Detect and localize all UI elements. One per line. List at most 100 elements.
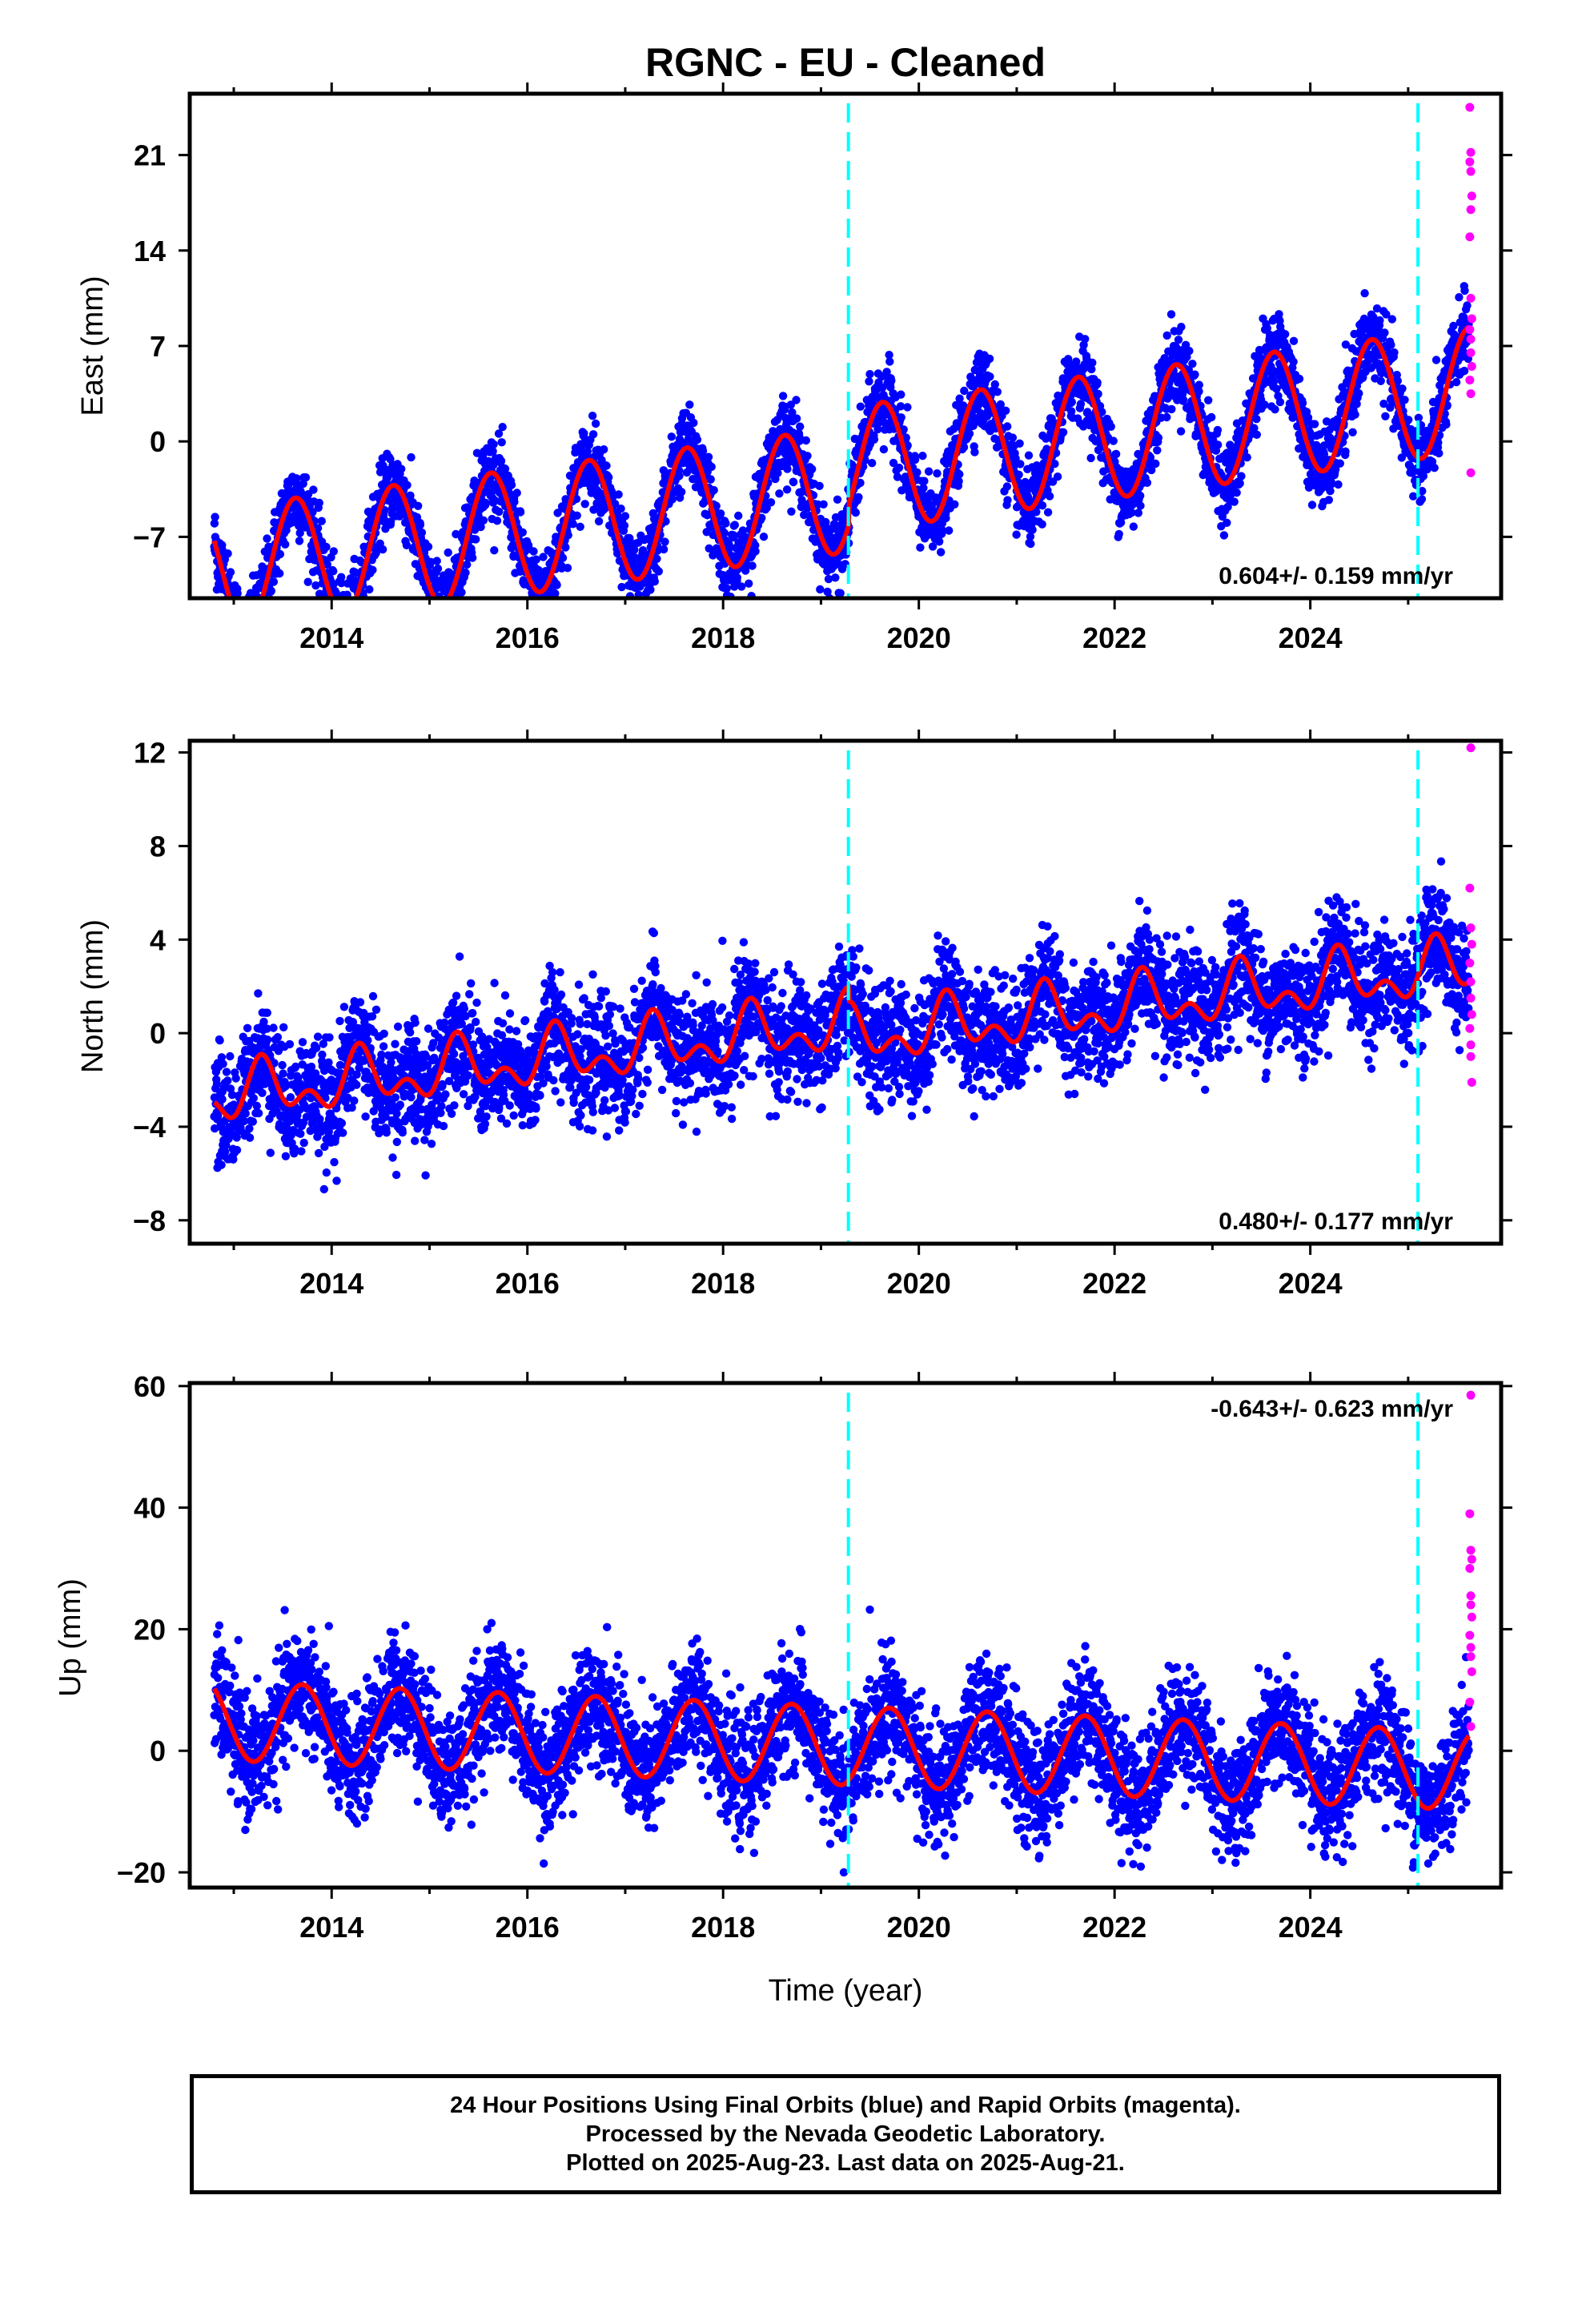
data-point xyxy=(775,489,784,498)
data-point xyxy=(432,605,440,613)
rapid-orbit-point xyxy=(1465,325,1475,335)
data-point xyxy=(436,614,444,622)
data-point xyxy=(354,609,362,617)
data-point xyxy=(433,564,443,573)
data-point xyxy=(333,612,341,620)
data-point xyxy=(235,649,243,657)
data-point xyxy=(1404,416,1413,424)
data-point xyxy=(334,607,342,615)
data-point xyxy=(1067,407,1076,416)
data-point xyxy=(856,478,865,488)
rapid-orbit-point xyxy=(1467,191,1476,201)
data-point xyxy=(990,380,1000,389)
data-point xyxy=(461,568,470,577)
data-point xyxy=(255,624,263,632)
data-point xyxy=(646,585,655,594)
data-point xyxy=(1026,539,1035,549)
data-point xyxy=(247,637,255,645)
data-point xyxy=(897,390,905,399)
data-point xyxy=(269,1023,278,1032)
data-point xyxy=(416,521,425,529)
data-point xyxy=(602,461,611,470)
data-point xyxy=(614,490,623,499)
data-point xyxy=(854,493,863,502)
data-point xyxy=(217,1053,227,1062)
data-point xyxy=(530,610,538,618)
data-point xyxy=(640,599,648,607)
data-point xyxy=(1094,389,1102,399)
data-point xyxy=(238,630,246,638)
data-point xyxy=(659,545,669,554)
data-point xyxy=(661,517,670,526)
data-point xyxy=(320,600,328,608)
data-point xyxy=(347,610,355,618)
data-point xyxy=(448,606,456,614)
data-point xyxy=(1382,310,1391,319)
data-point xyxy=(414,501,423,510)
data-point xyxy=(233,648,241,656)
data-point xyxy=(698,447,708,456)
data-point xyxy=(568,520,577,529)
y-tick-label: −7 xyxy=(133,521,166,553)
data-point xyxy=(452,529,460,539)
east-y-axis-label: East (mm) xyxy=(76,275,110,416)
data-point xyxy=(232,624,240,632)
data-point xyxy=(885,357,894,366)
data-point xyxy=(576,522,584,531)
data-point xyxy=(436,602,444,610)
data-point xyxy=(365,585,374,594)
rapid-orbit-point xyxy=(1466,205,1476,215)
data-point xyxy=(212,1080,222,1089)
data-point xyxy=(1109,436,1118,445)
data-point xyxy=(935,537,944,546)
data-point xyxy=(1418,487,1427,496)
data-point xyxy=(1195,380,1204,389)
data-point xyxy=(340,653,348,661)
data-point xyxy=(1129,522,1138,531)
data-point xyxy=(789,477,798,487)
data-point xyxy=(885,351,893,360)
data-point xyxy=(210,519,219,528)
north-final-orbit-points xyxy=(210,857,1473,1194)
data-point xyxy=(1463,301,1472,310)
data-point xyxy=(1016,460,1025,468)
data-point xyxy=(865,370,874,379)
data-point xyxy=(551,589,560,598)
data-point xyxy=(786,400,795,409)
data-point xyxy=(229,1155,238,1164)
data-point xyxy=(1327,480,1336,489)
data-point xyxy=(417,528,427,537)
data-point xyxy=(250,602,258,610)
data-point xyxy=(315,498,323,508)
data-point xyxy=(1204,396,1213,404)
data-point xyxy=(223,617,231,625)
data-point xyxy=(1455,293,1464,302)
data-point xyxy=(246,641,254,649)
data-point xyxy=(1460,286,1469,296)
data-point xyxy=(329,567,338,576)
data-point xyxy=(1322,417,1331,426)
data-point xyxy=(1178,396,1188,404)
data-point xyxy=(685,400,694,409)
data-point xyxy=(856,402,865,411)
data-point xyxy=(1114,529,1123,539)
data-point xyxy=(667,432,676,441)
data-point xyxy=(239,601,247,609)
data-point xyxy=(918,452,927,460)
data-point xyxy=(1260,400,1269,409)
data-point xyxy=(1219,531,1229,540)
data-point xyxy=(1142,478,1152,487)
data-point xyxy=(1081,335,1090,344)
data-point xyxy=(436,617,444,625)
data-point xyxy=(248,599,256,607)
data-point xyxy=(437,620,445,628)
data-point xyxy=(362,601,370,609)
data-point xyxy=(851,508,861,517)
data-point xyxy=(1348,428,1357,436)
data-point xyxy=(218,1095,227,1104)
data-point xyxy=(707,462,716,472)
data-point xyxy=(273,1033,283,1042)
data-point xyxy=(1026,532,1035,541)
data-point xyxy=(1270,377,1279,386)
